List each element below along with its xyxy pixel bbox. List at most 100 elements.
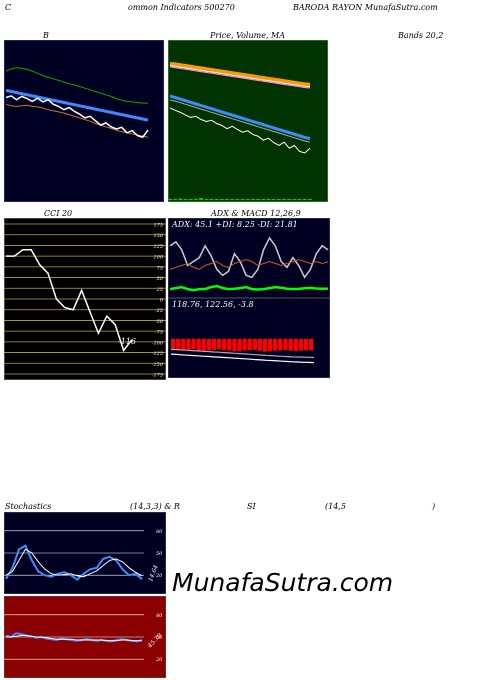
volume-bar (256, 199, 261, 200)
volume-bar (271, 199, 276, 200)
bands-title: Bands 20,2 (398, 31, 444, 40)
volume-bar (282, 199, 287, 200)
volume-bar (214, 199, 219, 200)
stochastics-d-line (5, 548, 143, 578)
volume-bar (297, 199, 302, 200)
macd-bg (168, 298, 330, 378)
cci-title: CCI 20 (44, 209, 73, 218)
volume-bar (302, 199, 307, 200)
volume-bar (168, 199, 172, 200)
macd-histogram-bar (242, 339, 247, 351)
macd-histogram-bar (176, 339, 181, 351)
cci-tick-label: -25 (155, 308, 163, 314)
macd-histogram-bar (293, 339, 298, 351)
adx-title: ADX & MACD 12,26,9 (211, 209, 301, 218)
volume-bar (276, 199, 281, 200)
cci-current-label: -116 (118, 337, 136, 346)
stoch-params: (14,3,3) & R (130, 502, 180, 511)
cci-tick-label: 50 (157, 276, 164, 282)
rsi-tick-label: 80 (156, 613, 163, 619)
macd-histogram-bar (181, 339, 186, 351)
cci-line (6, 248, 133, 352)
volume-bar (308, 199, 312, 200)
stochastics-k-line (5, 544, 143, 581)
macd-histogram-bar (191, 339, 196, 350)
volume-bar (230, 199, 235, 200)
price-ma-white-line (169, 65, 311, 88)
bollinger-title: B (43, 31, 49, 40)
macd-histogram-bar (278, 339, 283, 351)
cci-tick-label: 150 (153, 233, 163, 239)
macd-values-label: 118.76, 122.56, -3.8 (172, 300, 254, 309)
volume-bar (251, 199, 255, 200)
macd-histogram-bar (232, 339, 237, 352)
volume-bar (183, 199, 188, 200)
volume-bar (266, 199, 271, 200)
volume-bar (188, 199, 193, 200)
cci-tick-label: -75 (155, 330, 163, 336)
macd-histogram-bar (303, 339, 309, 351)
adx-minus-di-line (169, 259, 329, 270)
bollinger-bg (4, 40, 164, 202)
cci-tick-label: -125 (152, 351, 163, 357)
cci-tick-label: -50 (155, 319, 164, 325)
volume-bar (292, 199, 297, 200)
adx-values-label: ADX: 45.1 +DI: 8.25 -DI: 21.81 (171, 220, 298, 229)
macd-histogram-bar (288, 339, 293, 351)
cci-tick-label: 75 (157, 265, 163, 271)
bollinger-middle-line (5, 88, 149, 122)
rsi-signal-line (6, 635, 142, 642)
macd-histogram-bar (237, 339, 242, 351)
macd-histogram-bar (298, 339, 303, 351)
cci-tick-label: -150 (152, 362, 164, 368)
stochastics-tick-label: 20 (155, 573, 163, 579)
volume-bar (287, 199, 292, 200)
volume-bar (219, 199, 224, 200)
macd-histogram-bar (273, 339, 278, 351)
volume-bar (261, 199, 266, 200)
volume-bar (245, 199, 250, 200)
stochastics-tick-label: 50 (156, 551, 163, 557)
macd-histogram-bar (171, 339, 176, 350)
price-close-line (169, 107, 311, 154)
adx-plus-di-line (169, 284, 329, 292)
macd-signal-line (170, 348, 315, 359)
adx-chart: ADX: 45.1 +DI: 8.25 -DI: 21.81 (168, 218, 330, 298)
cci-tick-label: 125 (153, 244, 163, 250)
cci-tick-label: 100 (153, 255, 163, 261)
macd-histogram-bar (247, 339, 252, 351)
macd-histogram-bar (257, 339, 263, 351)
cci-tick-label: -175 (152, 373, 163, 379)
header-left: C (5, 3, 12, 12)
macd-macd-line (170, 353, 315, 364)
macd-histogram-bar (227, 339, 232, 351)
price-chart (168, 40, 328, 202)
macd-histogram-bar (206, 339, 212, 351)
rsi-tick-label: 20 (155, 657, 163, 663)
rsi-title: SI (247, 502, 256, 511)
header-mid: ommon Indicators 500270 (128, 3, 235, 12)
rsi-params: (14,5 (325, 502, 346, 511)
stochastics-tick-label: 80 (156, 529, 163, 535)
cci-tick-label: 25 (156, 287, 163, 293)
cci-chart: 175 150 125 100 75 50 25 0 -25 -50 -75 -100 -125 -150… (4, 218, 166, 380)
price-title: Price, Volume, MA (210, 31, 286, 40)
macd-histogram-bar (222, 339, 227, 351)
price-ma-gray-line (169, 99, 311, 143)
adx-adx-line (169, 236, 329, 279)
macd-histogram-bar (211, 339, 217, 350)
cci-tick-label: 0 (160, 298, 164, 304)
macd-chart: 118.76, 122.56, -3.8 (168, 298, 330, 378)
volume-bar (204, 199, 209, 200)
macd-histogram-bar (252, 339, 257, 350)
rsi-close-paren: ) (432, 502, 436, 511)
volume-bar (209, 199, 214, 200)
volume-bar (225, 199, 229, 200)
adx-bg (168, 218, 330, 298)
macd-histogram-bar (196, 339, 201, 351)
macd-histogram-bar (201, 339, 206, 351)
macd-histogram-bar (283, 339, 288, 351)
watermark: MunafaSutra.com (172, 568, 394, 597)
